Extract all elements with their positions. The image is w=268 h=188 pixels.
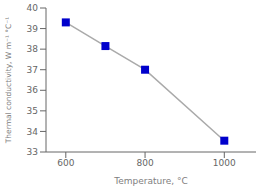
- svg-text:Thermal conductivity, W m⁻¹ °C: Thermal conductivity, W m⁻¹ °C⁻¹: [8, 17, 13, 144]
- svg-text:36: 36: [27, 85, 39, 95]
- svg-text:34: 34: [27, 127, 39, 137]
- svg-text:35: 35: [27, 106, 38, 116]
- svg-text:1000: 1000: [213, 158, 236, 168]
- svg-text:600: 600: [57, 158, 74, 168]
- svg-text:38: 38: [27, 44, 39, 54]
- svg-text:39: 39: [27, 24, 39, 34]
- svg-text:40: 40: [27, 3, 39, 13]
- svg-text:800: 800: [136, 158, 153, 168]
- svg-text:37: 37: [27, 65, 38, 75]
- svg-text:Temperature, °C: Temperature, °C: [113, 176, 188, 186]
- svg-text:33: 33: [27, 147, 38, 157]
